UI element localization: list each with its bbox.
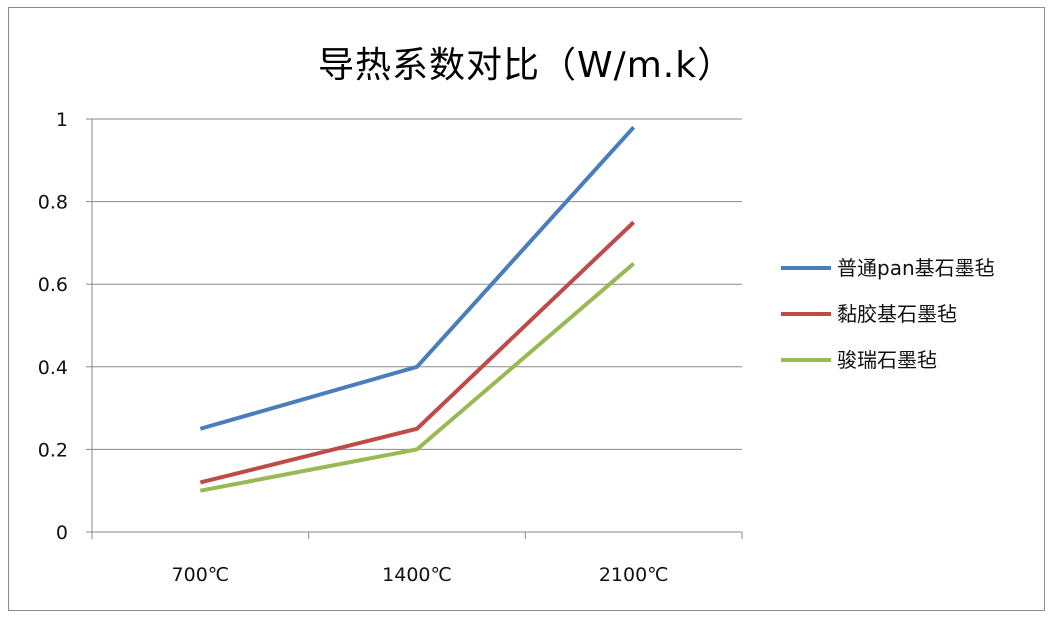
y-tick-label: 0.8 <box>38 192 68 214</box>
y-tick-label: 0.6 <box>38 274 68 296</box>
legend-label: 骏瑞石墨毡 <box>837 348 937 372</box>
series-line-1 <box>199 125 636 431</box>
series-line-2 <box>199 220 636 485</box>
x-tick-label: 2100℃ <box>599 564 669 586</box>
series-line-3 <box>199 262 635 493</box>
series-lines <box>199 125 636 493</box>
x-axis-ticks: 700℃ 1400℃ 2100℃ <box>91 532 743 586</box>
y-axis-ticks: 0 0.2 0.4 0.6 0.8 1 <box>38 109 92 544</box>
gridlines <box>92 118 742 450</box>
legend-label: 普通pan基石墨毡 <box>837 256 995 280</box>
y-tick-label: 0.4 <box>38 357 68 379</box>
legend-label: 黏胶基石墨毡 <box>837 302 957 326</box>
axes <box>91 119 742 533</box>
chart-frame <box>8 7 1045 611</box>
y-tick-label: 0 <box>56 522 68 544</box>
chart-title: 导热系数对比（W/m.k） <box>318 45 735 86</box>
y-tick-label: 0.2 <box>38 439 68 461</box>
x-tick-label: 1400℃ <box>382 564 452 586</box>
y-tick-label: 1 <box>56 109 68 131</box>
x-tick-label: 700℃ <box>172 564 230 586</box>
